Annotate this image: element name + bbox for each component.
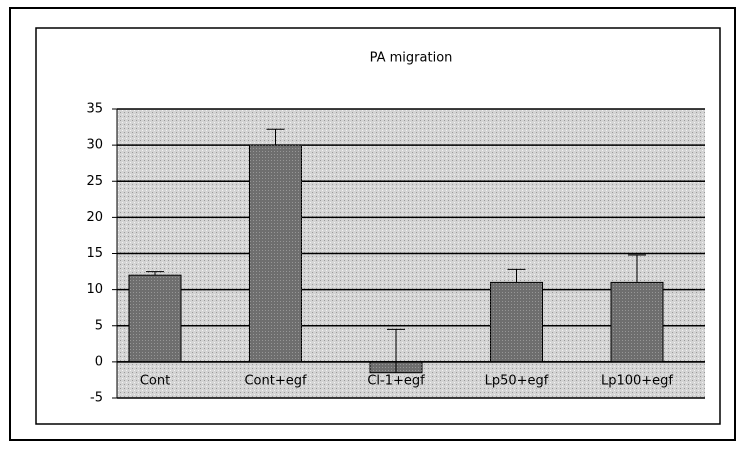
y-tick-label: 30 [86,138,103,153]
bar-texture [129,275,181,362]
y-tick-label: 20 [86,210,103,225]
y-tick-label: 35 [86,102,103,117]
x-tick-label: Cl-1+egf [367,373,425,388]
x-tick-label: Lp50+egf [485,373,549,388]
y-tick-label: 25 [86,174,103,189]
chart-title: PA migration [370,51,453,66]
y-tick-label: 15 [86,246,103,261]
bar-texture [490,282,543,362]
y-tick-label: -5 [90,391,103,406]
x-tick-label: Cont+egf [244,373,307,388]
y-tick-label: 0 [95,354,103,369]
y-tick-label: 5 [95,318,103,333]
bar-texture [611,282,663,362]
x-tick-label: Cont [140,373,170,388]
y-tick-label: 10 [86,282,103,297]
bar-texture [249,145,302,362]
x-tick-label: Lp100+egf [601,373,673,388]
